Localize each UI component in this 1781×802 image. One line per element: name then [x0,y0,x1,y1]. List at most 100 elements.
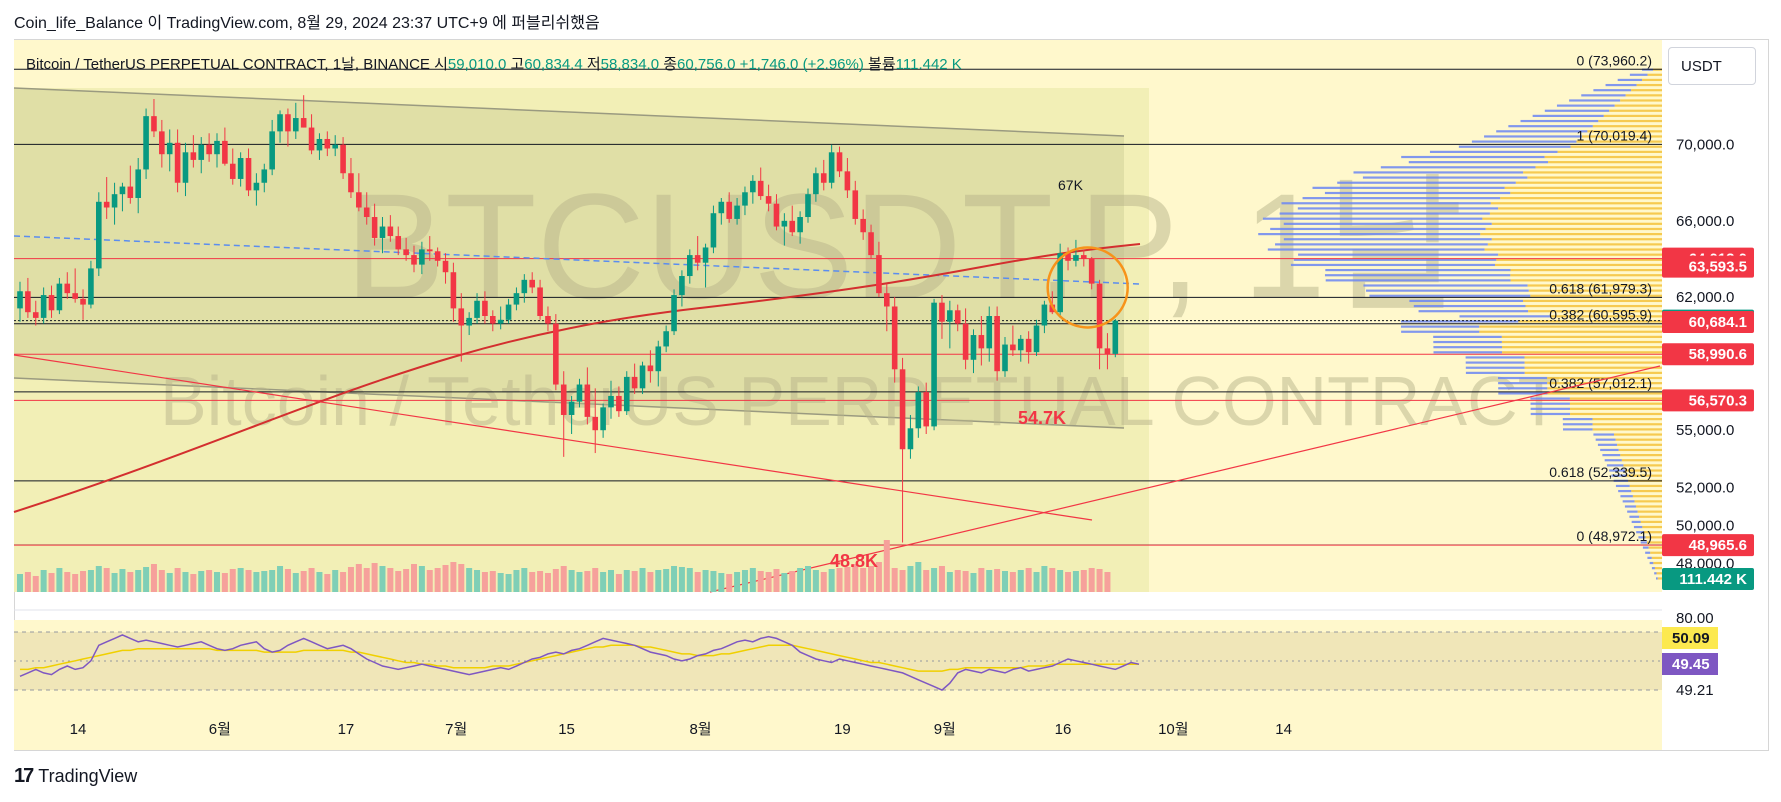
volume-bar [403,569,410,592]
candle-body [182,152,189,183]
volume-bar [237,568,244,592]
candle-body [907,428,914,450]
vp-bar-down [1592,423,1662,426]
volume-bar [269,570,276,592]
annotation-48-8k: 48.8K [830,551,878,571]
volume-bar [615,574,622,592]
tradingview-logo[interactable]: 17 TradingView [14,765,137,788]
vp-bar-down [1592,428,1662,431]
volume-bar [72,574,79,592]
candle-body [718,201,725,214]
price-tag-bg [1662,389,1754,412]
candle-body [198,144,205,160]
volume-bar [765,572,772,592]
volume-bar [1033,572,1040,592]
vp-bar-down [1495,263,1662,267]
vp-bar-down [1544,155,1662,159]
volume-bar [749,568,756,592]
vp-bar-down [1598,119,1662,123]
vp-bar-up [1647,556,1652,559]
vp-bar-down [1617,443,1662,446]
currency-button[interactable]: USDT [1668,47,1756,85]
vp-bar-up [1569,99,1621,102]
vp-bar-down [1500,197,1662,200]
vp-bar-up [1433,346,1502,349]
vp-bar-up [1459,315,1551,318]
author-name[interactable]: Coin_life_Balance [14,15,143,32]
volume-bar [994,569,1001,592]
vp-bar-up [1605,83,1637,87]
volume-bar [505,574,512,592]
candle-body [261,169,268,183]
x-tick-label: 19 [834,721,851,738]
vp-bar-up [1602,454,1621,457]
candle-body [25,291,31,313]
vp-bar-up [1433,351,1503,354]
candle-body [994,316,1000,372]
candle-body [411,255,417,265]
vp-bar-down [1525,304,1662,308]
range-top-line [13,87,1125,137]
candle-body [151,116,157,132]
volume-bar [1009,572,1016,592]
volume-bar [166,573,173,592]
volume-bar [1049,568,1056,592]
vp-bar-down [1587,130,1662,133]
candle-body [947,310,953,322]
candle-body [269,131,275,170]
vp-bar-down [1569,402,1662,405]
high-label: 고 [510,56,525,73]
vp-bar-down [1510,279,1662,282]
vp-bar-up [1429,150,1558,153]
candle-body [237,158,244,179]
candle-body [899,369,906,450]
candle-body [813,173,819,195]
candle-body [127,186,134,198]
candle-body [529,279,535,288]
vp-bar-up [1638,536,1646,539]
vp-bar-up [1563,428,1593,431]
tradingview-brand: TradingView [38,766,138,786]
candle-body [64,283,71,294]
x-tick-label: 6월 [209,721,231,738]
rsi-tag-ma: 50.09 [1662,627,1718,649]
symbol-title[interactable]: Bitcoin / TetherUS PERPETUAL CONTRACT, 1… [26,56,430,73]
price-tag: 56,570.3 [1662,389,1754,412]
moving-average-line [13,243,1141,513]
volume-bar [584,571,591,592]
volume-bar [521,568,528,592]
candle-body [694,255,701,263]
volume-bar [655,570,662,592]
vp-bar-up [1366,289,1529,292]
vp-bar-down [1498,253,1662,256]
vp-bar-up [1433,335,1502,338]
candle-body [293,118,299,132]
vp-bar-down [1535,166,1662,169]
vp-bar-down [1620,454,1662,457]
volume-bar [970,573,977,592]
volume-bar [158,570,165,592]
volume-bar [87,570,94,592]
price-tick-label: 62,000.0 [1676,289,1734,306]
volume-bar [206,570,213,592]
close-value: 60,756.0 [677,56,736,73]
candle-body [1002,344,1008,372]
vp-bar-up [1498,387,1548,390]
volume-bar [387,568,394,592]
vp-bar-down [1547,387,1662,390]
volume-bar [1017,570,1024,592]
price-tick-label: 66,000.0 [1676,213,1734,230]
vp-bar-up [1624,505,1637,508]
vp-bar-down [1482,217,1662,220]
candles [17,95,1119,543]
candle-body [663,331,669,347]
volume-bars [17,540,1111,592]
candle-body [757,180,764,197]
vp-bar-up [1401,330,1480,333]
vp-bar-up [1324,191,1511,195]
volume-bar [261,571,268,592]
volume-bar [497,573,504,592]
vp-bar-down [1510,268,1662,272]
volume-bar [946,572,953,592]
